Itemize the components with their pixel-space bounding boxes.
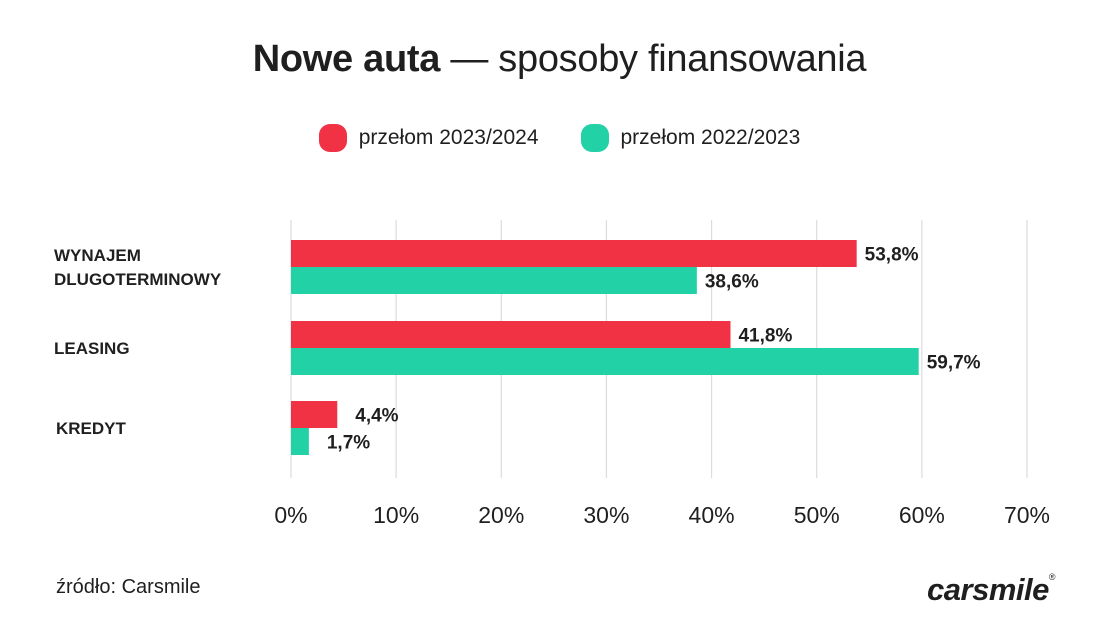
source-note: źródło: Carsmile [56,576,201,598]
carsmile-logo: carsmile® [927,572,1055,608]
bar-series-1 [291,240,857,267]
bar-series-2 [291,348,919,375]
legend: przełom 2023/2024 przełom 2022/2023 [0,124,1119,152]
bar-series-2 [291,428,309,455]
category-label: KREDYT [56,419,127,438]
legend-item-series-1: przełom 2023/2024 [318,124,539,152]
legend-item-series-2: przełom 2022/2023 [580,124,801,152]
x-tick-label: 20% [478,502,524,528]
data-label: 1,7% [327,433,370,454]
chart-title: Nowe auta — sposoby finansowania [0,38,1119,81]
legend-swatch-series-2 [580,124,609,152]
x-tick-label: 40% [689,502,735,528]
registered-mark: ® [1048,572,1056,582]
data-label: 38,6% [705,272,759,293]
legend-swatch-series-1 [318,124,347,152]
bar-series-1 [291,321,731,348]
bar-series-2 [291,267,697,294]
legend-label-series-2: przełom 2022/2023 [620,126,801,149]
logo-text: carsmile [927,572,1049,607]
category-label: WYNAJEM [54,246,141,265]
x-tick-label: 10% [373,502,419,528]
x-tick-label: 0% [274,502,307,528]
x-tick-label: 50% [794,502,840,528]
data-label: 41,8% [738,326,792,347]
chart-title-bold: Nowe auta [252,38,441,80]
data-label: 59,7% [927,353,981,374]
chart-title-rest: — sposoby finansowania [440,38,867,80]
data-label: 53,8% [865,245,919,266]
x-tick-label: 70% [1004,502,1050,528]
category-label: DLUGOTERMINOWY [54,270,222,289]
category-label: LEASING [54,339,130,358]
bar-series-1 [291,401,338,428]
data-label: 4,4% [355,406,398,427]
x-tick-label: 30% [583,502,629,528]
x-tick-label: 60% [899,502,945,528]
legend-label-series-1: przełom 2023/2024 [358,126,539,149]
